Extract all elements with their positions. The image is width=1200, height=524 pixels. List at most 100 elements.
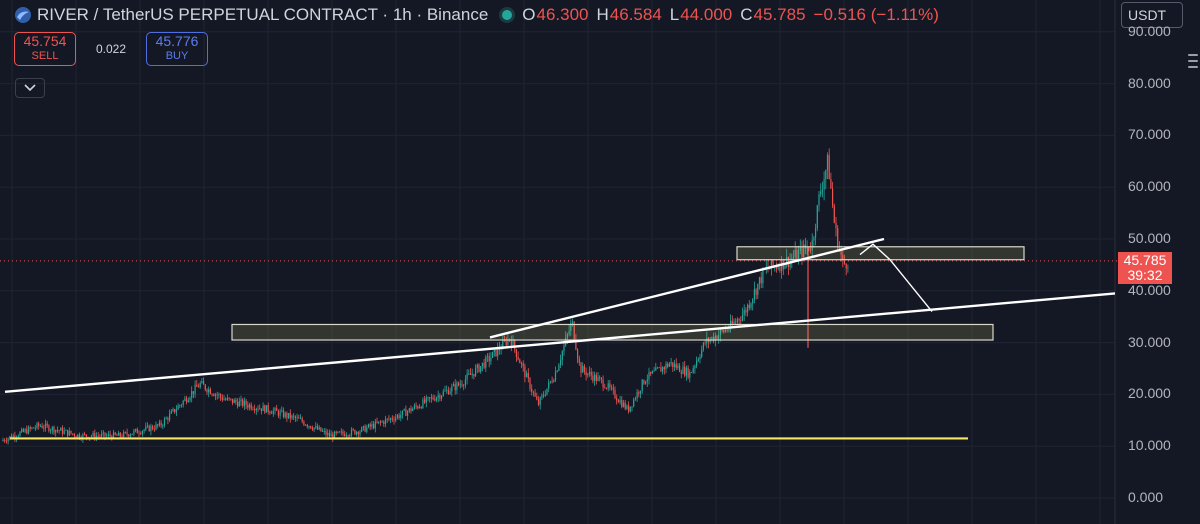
candle-body <box>209 389 211 395</box>
candle-body <box>155 424 157 430</box>
candle-body <box>133 430 135 434</box>
candle-body <box>41 425 43 428</box>
candle-body <box>136 429 138 434</box>
candle-body <box>447 389 449 395</box>
candle-body <box>418 406 421 409</box>
candle-body <box>821 189 823 192</box>
candle-body <box>260 408 262 411</box>
candle-body <box>4 439 6 441</box>
candle-body <box>383 421 385 425</box>
candle-body <box>305 424 307 426</box>
candle-body <box>104 432 106 437</box>
candle-body <box>301 418 303 422</box>
candle-body <box>344 433 346 437</box>
candle-body <box>561 351 563 360</box>
candle-body <box>592 375 594 382</box>
candle-body <box>463 385 465 387</box>
candle-body <box>475 367 477 377</box>
candle-body <box>298 417 300 419</box>
candle-body <box>378 421 380 423</box>
candle-body <box>495 349 497 357</box>
river-logo-icon <box>15 7 31 23</box>
candle-body <box>109 434 111 437</box>
candle-body <box>830 179 832 189</box>
candle-body <box>583 366 585 372</box>
candle-body <box>84 434 86 436</box>
market-status-icon <box>502 10 513 20</box>
candle-body <box>796 249 798 260</box>
low-value: 44.000 <box>680 5 733 24</box>
candle-body <box>645 381 647 384</box>
candle-body <box>141 431 143 434</box>
candle-body <box>701 349 703 357</box>
candle-body <box>847 267 849 269</box>
candle-body <box>65 429 67 431</box>
candle-body <box>85 434 87 437</box>
candle-body <box>602 379 604 388</box>
candle-body <box>595 374 597 381</box>
candle-countdown: 39:32 <box>1127 267 1163 283</box>
candle-body <box>332 434 334 439</box>
candle-body <box>828 154 830 180</box>
candle-body <box>68 430 70 436</box>
candle-body <box>90 436 92 438</box>
candle-body <box>745 309 747 313</box>
candle-body <box>350 429 353 436</box>
candle-body <box>685 367 687 376</box>
candle-body <box>213 394 215 396</box>
candle-body <box>373 424 375 429</box>
candle-body <box>551 381 553 383</box>
candle-body <box>468 373 470 375</box>
sell-button[interactable]: 45.754 SELL <box>14 32 76 66</box>
candle-body <box>575 339 577 350</box>
candle-body <box>21 429 23 433</box>
candle-body <box>330 434 332 437</box>
resistance-zone <box>736 246 1025 261</box>
candle-body <box>471 373 473 375</box>
open-value: 46.300 <box>536 5 589 24</box>
candle-body <box>605 388 608 389</box>
candle-body <box>466 373 468 380</box>
candle-body <box>597 377 599 381</box>
candle-body <box>594 374 596 382</box>
candle-body <box>650 371 652 374</box>
candle-body <box>473 373 475 377</box>
candle-body <box>534 392 536 397</box>
candle-body <box>815 228 817 238</box>
symbol-title[interactable]: RIVER / TetherUS PERPETUAL CONTRACT · 1h… <box>37 5 489 24</box>
candle-body <box>675 363 677 368</box>
candle-body <box>271 412 273 414</box>
candle-body <box>786 257 788 266</box>
candle-body <box>588 371 591 374</box>
candle-body <box>617 400 619 403</box>
candle-body <box>798 250 800 260</box>
candle-body <box>743 309 745 315</box>
candle-body <box>578 358 580 363</box>
candle-body <box>114 432 116 435</box>
candle-body <box>648 371 650 380</box>
candle-body <box>129 434 132 437</box>
candle-body <box>107 434 109 436</box>
candle-body <box>395 417 397 421</box>
chart-grid <box>0 0 1117 524</box>
candle-body <box>747 304 749 313</box>
candle-body <box>322 431 324 432</box>
candle-body <box>427 397 429 398</box>
candle-body <box>356 431 358 435</box>
candle-body <box>667 363 669 367</box>
candle-body <box>75 436 77 438</box>
candle-body <box>99 436 101 437</box>
candle-body <box>775 266 778 269</box>
candle-body <box>250 404 252 409</box>
candle-body <box>7 438 9 442</box>
candle-body <box>191 391 193 398</box>
candle-body <box>709 339 711 342</box>
buy-price: 45.776 <box>155 33 199 49</box>
candle-body <box>284 412 286 418</box>
candle-body <box>94 433 96 439</box>
buy-button[interactable]: 45.776 BUY <box>146 32 208 66</box>
menu-icon[interactable] <box>1188 54 1198 68</box>
collapse-button[interactable] <box>15 78 45 98</box>
currency-select[interactable]: USDT <box>1121 2 1183 28</box>
